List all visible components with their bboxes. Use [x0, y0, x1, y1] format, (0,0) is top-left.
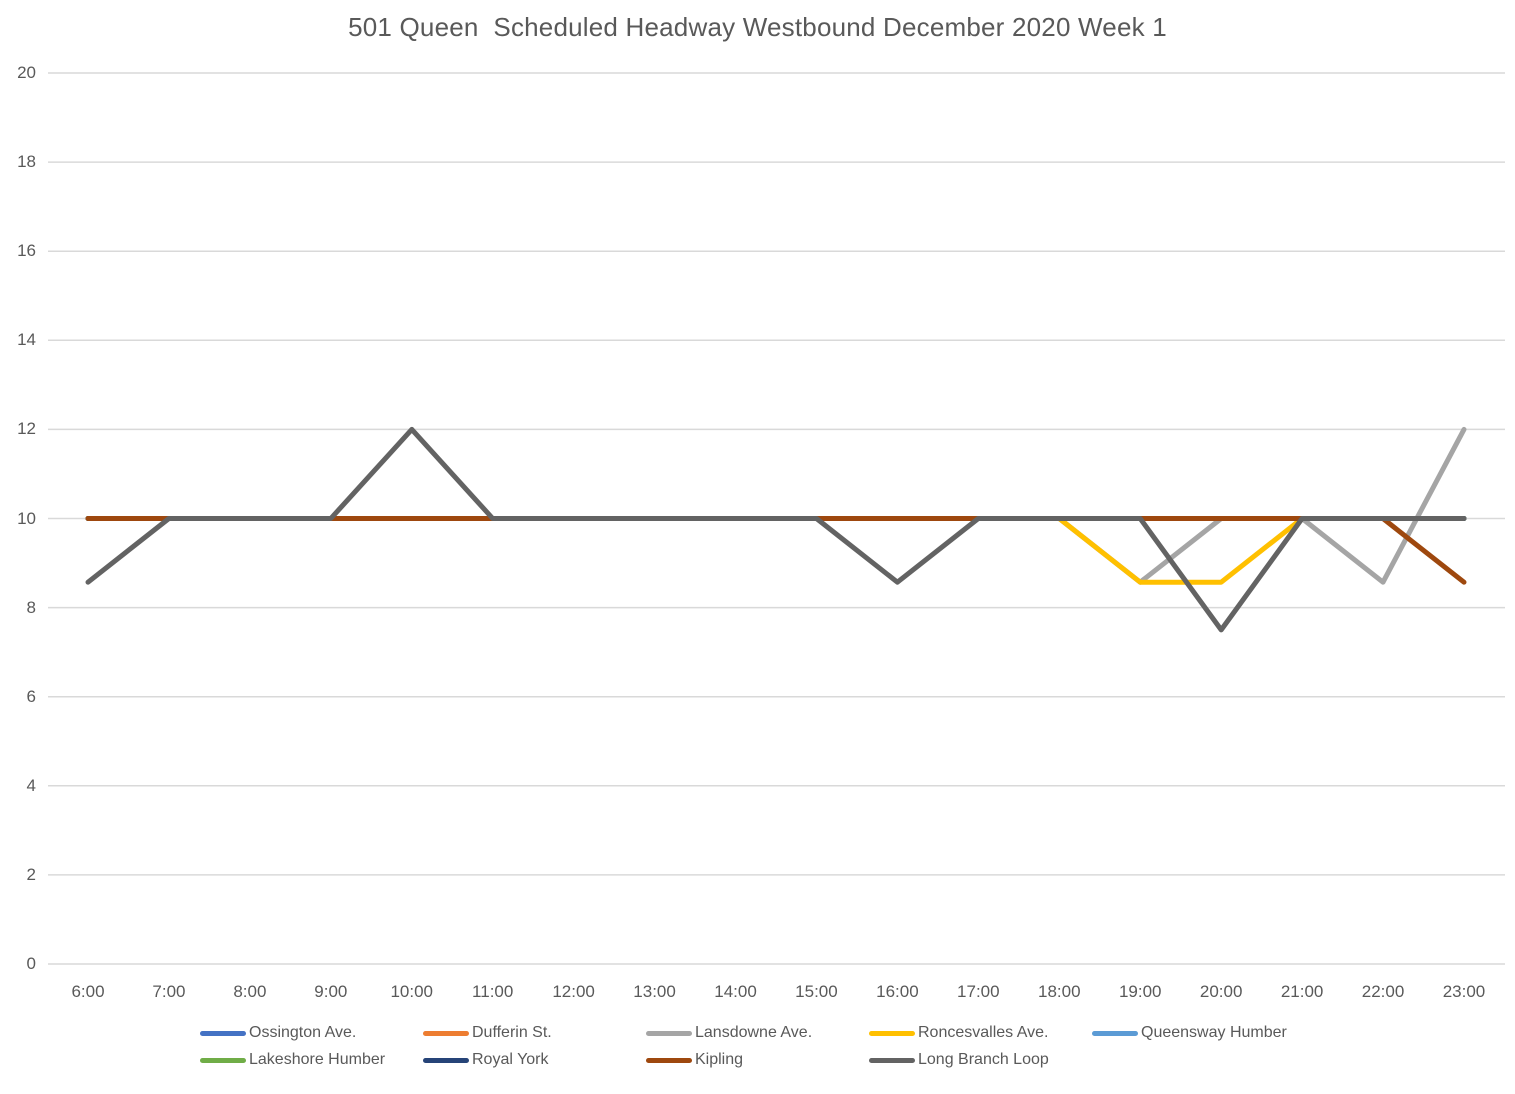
legend-label: Royal York [472, 1051, 549, 1068]
legend-item: Lakeshore Humber [200, 1051, 423, 1069]
y-tick-label: 14 [17, 330, 36, 350]
y-tick-label: 2 [26, 864, 36, 884]
x-tick-label: 7:00 [152, 982, 186, 1001]
legend-item: Kipling [646, 1051, 869, 1069]
y-tick-label: 18 [17, 152, 36, 172]
legend-row: Lakeshore Humber Royal York Kipling Long Br… [200, 1051, 1315, 1069]
legend-item: Lansdowne Ave. [646, 1024, 869, 1042]
x-tick-label: 23:00 [1442, 982, 1486, 1001]
legend-item: Ossington Ave. [200, 1024, 423, 1042]
legend-marker-line-icon [423, 1030, 469, 1036]
x-tick-label: 15:00 [795, 982, 838, 1001]
x-tick-label: 18:00 [1037, 982, 1081, 1001]
series-line-lansdowne-ave [85, 426, 1467, 585]
legend-label: Lansdowne Ave. [695, 1024, 813, 1041]
x-tick-label: 17:00 [957, 982, 1000, 1001]
legend-marker-line-icon [1092, 1030, 1138, 1036]
y-tick-label: 20 [17, 63, 36, 82]
legend-label: Queensway Humber [1141, 1024, 1287, 1041]
x-tick-label: 12:00 [552, 982, 595, 1001]
series-line-long-branch-loop [85, 426, 1467, 633]
x-tick-label: 21:00 [1280, 982, 1324, 1001]
x-tick-label: 14:00 [714, 982, 757, 1001]
x-tick-label: 13:00 [633, 982, 676, 1001]
series-line-roncesvalles-ave [85, 516, 1467, 585]
legend-row: Ossington Ave. Dufferin St. Lansdowne Ave.… [200, 1024, 1315, 1042]
legend-label: Ossington Ave. [249, 1024, 357, 1041]
y-tick-label: 16 [17, 241, 36, 261]
legend-item: Queensway Humber [1092, 1024, 1315, 1042]
legend-label: Roncesvalles Ave. [918, 1024, 1049, 1041]
legend-marker-line-icon [200, 1057, 246, 1063]
legend-marker-line-icon [869, 1057, 915, 1063]
legend-item: Roncesvalles Ave. [869, 1024, 1092, 1042]
x-tick-label: 10:00 [390, 982, 434, 1001]
y-tick-label: 8 [26, 597, 36, 617]
x-tick-label: 8:00 [233, 982, 267, 1001]
legend-marker-line-icon [646, 1057, 692, 1063]
legend-label: Kipling [695, 1051, 744, 1068]
legend-marker-line-icon [200, 1030, 246, 1036]
legend-label: Lakeshore Humber [249, 1051, 386, 1068]
x-tick-label: 11:00 [472, 982, 514, 1001]
y-tick-label: 10 [17, 508, 36, 528]
y-tick-label: 4 [26, 775, 36, 795]
x-tick-label: 16:00 [876, 982, 919, 1001]
y-tick-label: 12 [17, 419, 36, 439]
x-tick-label: 20:00 [1199, 982, 1243, 1001]
series-line-kipling [85, 516, 1467, 585]
legend-label: Dufferin St. [472, 1024, 552, 1041]
legend-item: Dufferin St. [423, 1024, 646, 1042]
legend-marker-line-icon [423, 1057, 469, 1063]
y-tick-label: 6 [26, 686, 36, 706]
x-tick-label: 6:00 [71, 982, 105, 1001]
y-tick-label: 0 [26, 954, 36, 973]
legend-item: Long Branch Loop [869, 1051, 1092, 1069]
x-tick-label: 22:00 [1361, 982, 1405, 1001]
legend-marker-line-icon [646, 1030, 692, 1036]
legend-label: Long Branch Loop [918, 1051, 1049, 1068]
legend-marker-line-icon [869, 1030, 915, 1036]
x-tick-label: 9:00 [314, 982, 348, 1001]
chart-title: 501 Queen Scheduled Headway Westbound De… [348, 12, 1167, 42]
legend: Ossington Ave. Dufferin St. Lansdowne Ave.… [0, 1024, 1515, 1069]
x-tick-label: 19:00 [1118, 982, 1162, 1001]
legend-item: Royal York [423, 1051, 646, 1069]
